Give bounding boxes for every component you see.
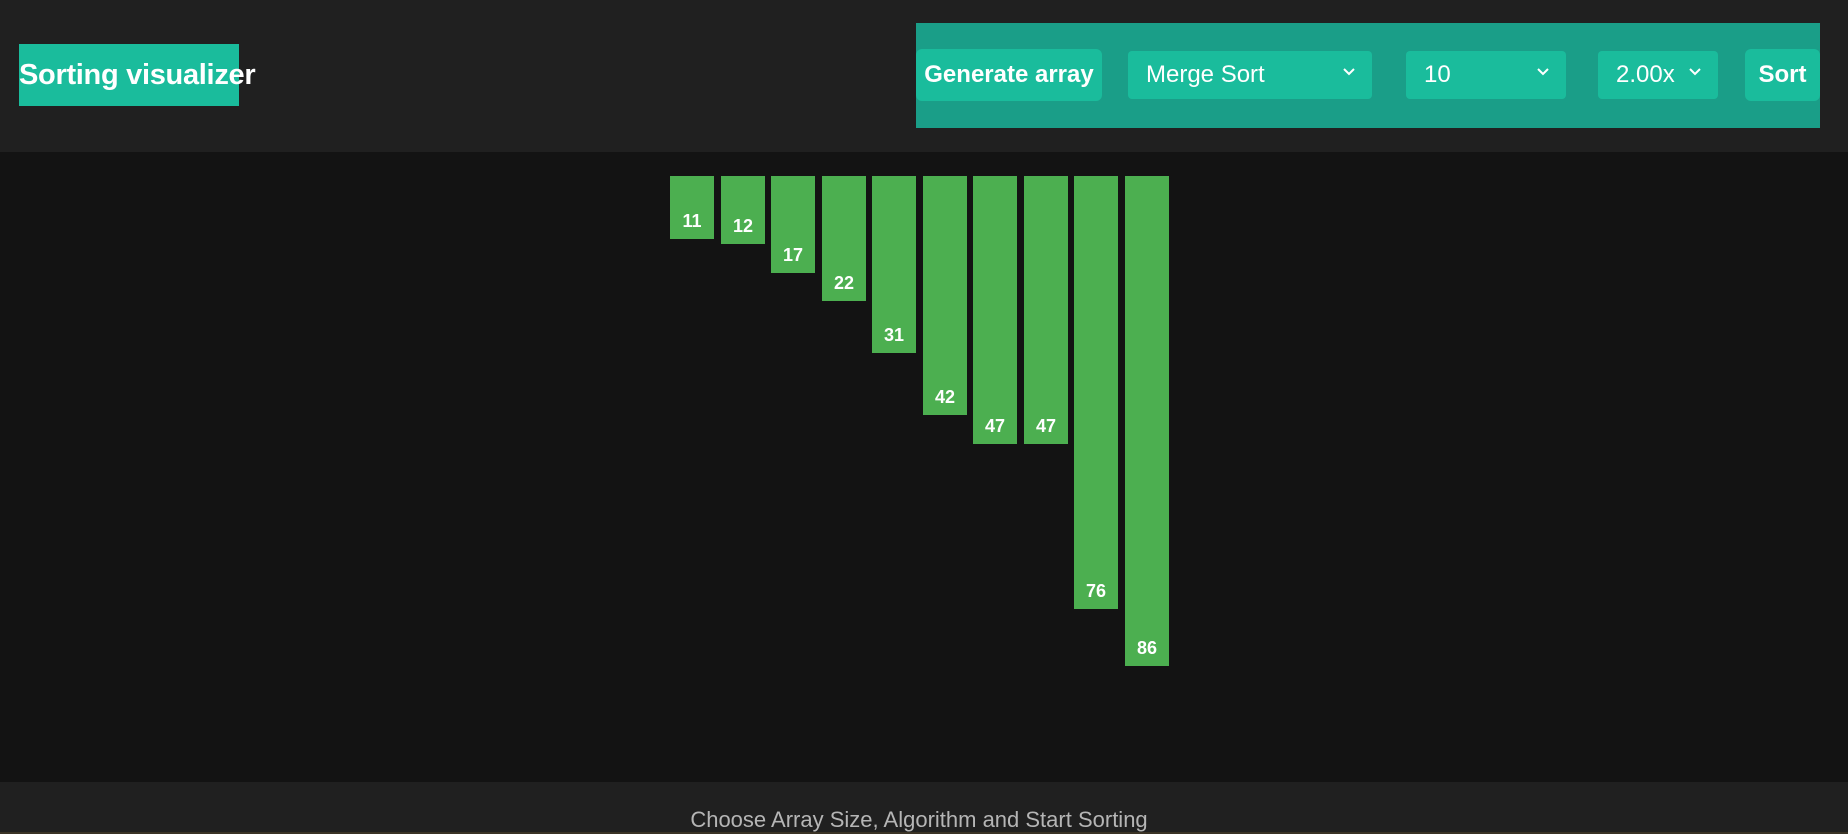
array-bar-value: 17	[782, 245, 804, 265]
array-bar-value: 86	[1136, 638, 1158, 658]
chevron-down-icon	[1343, 68, 1355, 76]
array-bar: 47	[973, 176, 1017, 444]
footer-divider	[0, 832, 1848, 834]
array-bar: 17	[771, 176, 815, 273]
chevron-down-icon	[1689, 68, 1701, 76]
array-bar-value: 31	[883, 325, 905, 345]
toolbar: Generate array Merge Sort 10 2.00x Sort	[916, 23, 1820, 128]
array-bar-value: 76	[1085, 581, 1107, 601]
array-bar: 31	[872, 176, 916, 353]
array-bars-area: 11 12 17 22 31 42 47 47 76 86	[0, 152, 1848, 782]
array-bar: 47	[1024, 176, 1068, 444]
array-bar: 86	[1125, 176, 1169, 666]
array-size-select[interactable]: 10	[1406, 51, 1566, 99]
chevron-down-icon	[1537, 68, 1549, 76]
app-title: Sorting visualizer	[19, 44, 256, 106]
array-bar: 12	[721, 176, 765, 244]
algorithm-select[interactable]: Merge Sort	[1128, 51, 1372, 99]
app-header: Sorting visualizer Generate array Merge …	[0, 0, 1848, 152]
algorithm-select-value: Merge Sort	[1146, 61, 1265, 88]
array-bar-value: 11	[682, 211, 702, 231]
array-bar: 76	[1074, 176, 1118, 609]
generate-array-button[interactable]: Generate array	[916, 49, 1102, 101]
speed-select-value: 2.00x	[1616, 61, 1675, 88]
array-size-select-value: 10	[1424, 61, 1451, 88]
array-bar-value: 12	[732, 216, 754, 236]
footer: Choose Array Size, Algorithm and Start S…	[0, 782, 1848, 834]
array-bar-value: 42	[934, 387, 956, 407]
speed-select[interactable]: 2.00x	[1598, 51, 1718, 99]
array-bar: 22	[822, 176, 866, 301]
sort-button[interactable]: Sort	[1745, 49, 1820, 101]
array-bar: 11	[670, 176, 714, 239]
array-bar-value: 47	[1035, 416, 1057, 436]
array-bar: 42	[923, 176, 967, 415]
array-bar-value: 22	[833, 273, 855, 293]
array-bar-value: 47	[984, 416, 1006, 436]
footer-instructions: Choose Array Size, Algorithm and Start S…	[690, 807, 1148, 832]
